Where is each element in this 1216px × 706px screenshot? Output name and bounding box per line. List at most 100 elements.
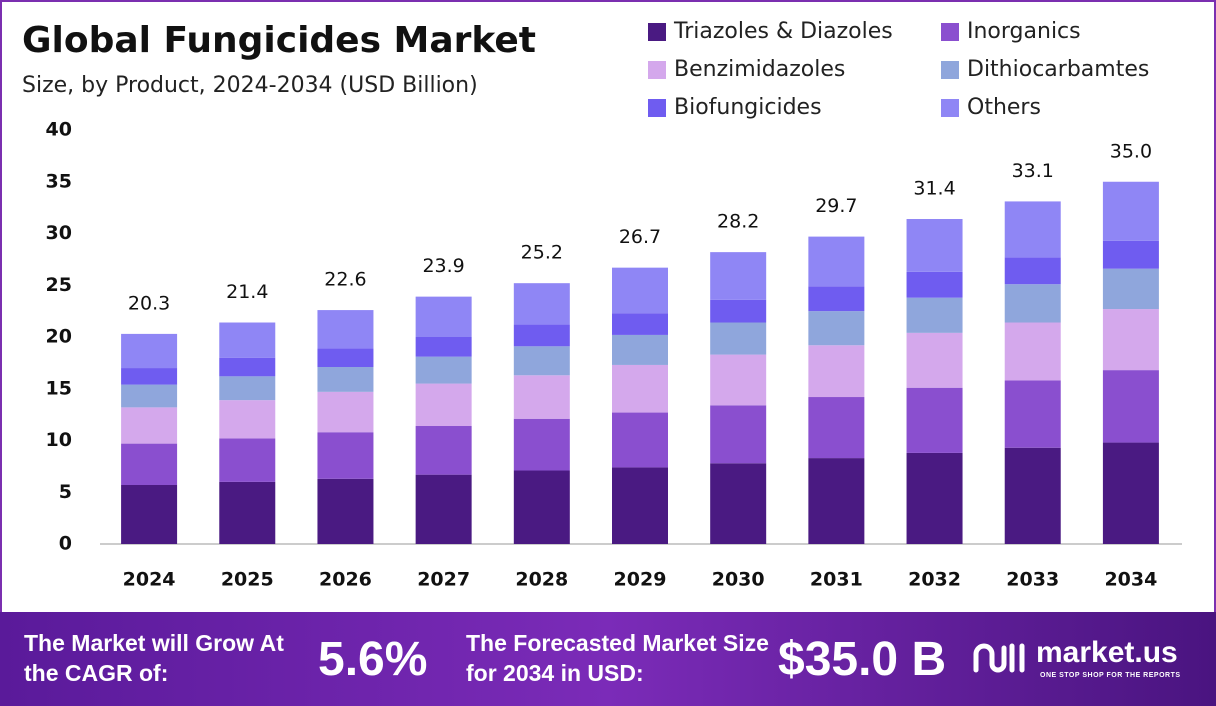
- legend-swatch: [648, 61, 666, 79]
- bar-segment: [1004, 447, 1061, 544]
- cagr-text: The Market will Grow At the CAGR of:: [24, 630, 284, 686]
- y-tick-label: 0: [59, 533, 72, 555]
- y-tick-label: 40: [46, 119, 72, 141]
- bar-segment: [121, 368, 178, 385]
- bar-segment: [513, 346, 570, 376]
- cagr-value: 5.6%: [318, 633, 428, 686]
- bar-segment: [317, 310, 374, 349]
- total-label: 23.9: [422, 255, 464, 277]
- forecast-value: $35.0 B: [778, 633, 947, 686]
- bar-segment: [317, 367, 374, 392]
- bar-segment: [808, 397, 865, 459]
- total-label: 22.6: [324, 269, 366, 291]
- bar-segment: [710, 322, 767, 355]
- bar-segment: [415, 383, 472, 427]
- bar-segment: [219, 376, 276, 401]
- bar-segment: [710, 252, 767, 300]
- bar-segment: [415, 337, 472, 357]
- legend-label: Inorganics: [967, 19, 1081, 44]
- legend-swatch: [941, 99, 959, 117]
- x-tick-label: 2034: [1104, 569, 1157, 591]
- bar-segment: [906, 219, 963, 272]
- bar-segment: [906, 332, 963, 388]
- border: [0, 0, 1216, 612]
- bar-segment: [317, 478, 374, 544]
- bar-segment: [415, 356, 472, 384]
- x-tick-label: 2026: [319, 569, 372, 591]
- bar-segment: [612, 412, 668, 468]
- x-tick-label: 2031: [810, 569, 863, 591]
- x-tick-label: 2024: [123, 569, 176, 591]
- total-label: 25.2: [521, 242, 563, 264]
- bar-segment: [612, 467, 668, 544]
- total-label: 21.4: [226, 281, 268, 303]
- bar-segment: [612, 267, 668, 314]
- bar-segment: [612, 313, 668, 335]
- tagline: ONE STOP SHOP FOR THE REPORTS: [1040, 672, 1181, 679]
- bar-segment: [710, 299, 767, 323]
- total-label: 28.2: [717, 211, 759, 233]
- bar-segment: [317, 348, 374, 368]
- total-label: 29.7: [815, 195, 857, 217]
- brand: market.us: [1036, 636, 1178, 669]
- bar-segment: [513, 283, 570, 325]
- legend-swatch: [648, 99, 666, 117]
- chart-title: Global Fungicides Market: [22, 20, 536, 61]
- y-tick-label: 25: [46, 274, 72, 296]
- y-tick-label: 35: [46, 170, 72, 192]
- chart-subtitle: Size, by Product, 2024-2034 (USD Billion…: [22, 73, 478, 98]
- x-tick-label: 2033: [1006, 569, 1059, 591]
- total-label: 26.7: [619, 226, 661, 248]
- bar-segment: [612, 334, 668, 365]
- forecast-text: The Forecasted Market Size for 2034 in U…: [466, 630, 769, 686]
- bar-segment: [1004, 380, 1061, 448]
- y-tick-label: 30: [46, 222, 72, 244]
- bar-segment: [710, 463, 767, 544]
- bar-segment: [906, 452, 963, 544]
- bar-segment: [1102, 181, 1159, 241]
- total-label: 35.0: [1110, 140, 1152, 162]
- bar-segment: [1004, 257, 1061, 285]
- bar-segment: [415, 426, 472, 475]
- legend-label: Benzimidazoles: [674, 57, 845, 82]
- legend-swatch: [941, 23, 959, 41]
- bar-segment: [612, 364, 668, 413]
- legend-label: Others: [967, 95, 1041, 120]
- legend-swatch: [941, 61, 959, 79]
- bar-segment: [219, 357, 276, 377]
- y-tick-label: 10: [46, 429, 72, 451]
- bar-segment: [1102, 442, 1159, 544]
- bar-segment: [808, 286, 865, 312]
- bar-segment: [1102, 268, 1159, 310]
- bar-segment: [121, 443, 178, 486]
- bar-segment: [317, 391, 374, 433]
- bar-segment: [317, 432, 374, 479]
- bar-segment: [808, 311, 865, 346]
- bar-segment: [121, 407, 178, 444]
- legend-swatch: [648, 23, 666, 41]
- bar-segment: [808, 236, 865, 287]
- bar-segment: [513, 470, 570, 544]
- bar-segment: [906, 387, 963, 453]
- legend-label: Triazoles & Diazoles: [673, 19, 893, 44]
- y-tick-label: 20: [46, 326, 72, 348]
- bar-segment: [415, 474, 472, 544]
- bar-segment: [1004, 322, 1061, 381]
- bar-segment: [219, 438, 276, 482]
- y-tick-label: 5: [59, 481, 72, 503]
- total-label: 20.3: [128, 292, 170, 314]
- legend-label: Dithiocarbamtes: [967, 57, 1149, 82]
- x-tick-label: 2029: [614, 569, 667, 591]
- bar-segment: [121, 333, 178, 369]
- bar-segment: [1102, 309, 1159, 371]
- bar-segment: [906, 297, 963, 333]
- total-label: 31.4: [913, 178, 955, 200]
- bar-segment: [710, 405, 767, 464]
- bar-segment: [513, 324, 570, 347]
- bar-segment: [513, 375, 570, 419]
- bar-segment: [808, 458, 865, 544]
- x-tick-label: 2025: [221, 569, 274, 591]
- x-tick-label: 2030: [712, 569, 765, 591]
